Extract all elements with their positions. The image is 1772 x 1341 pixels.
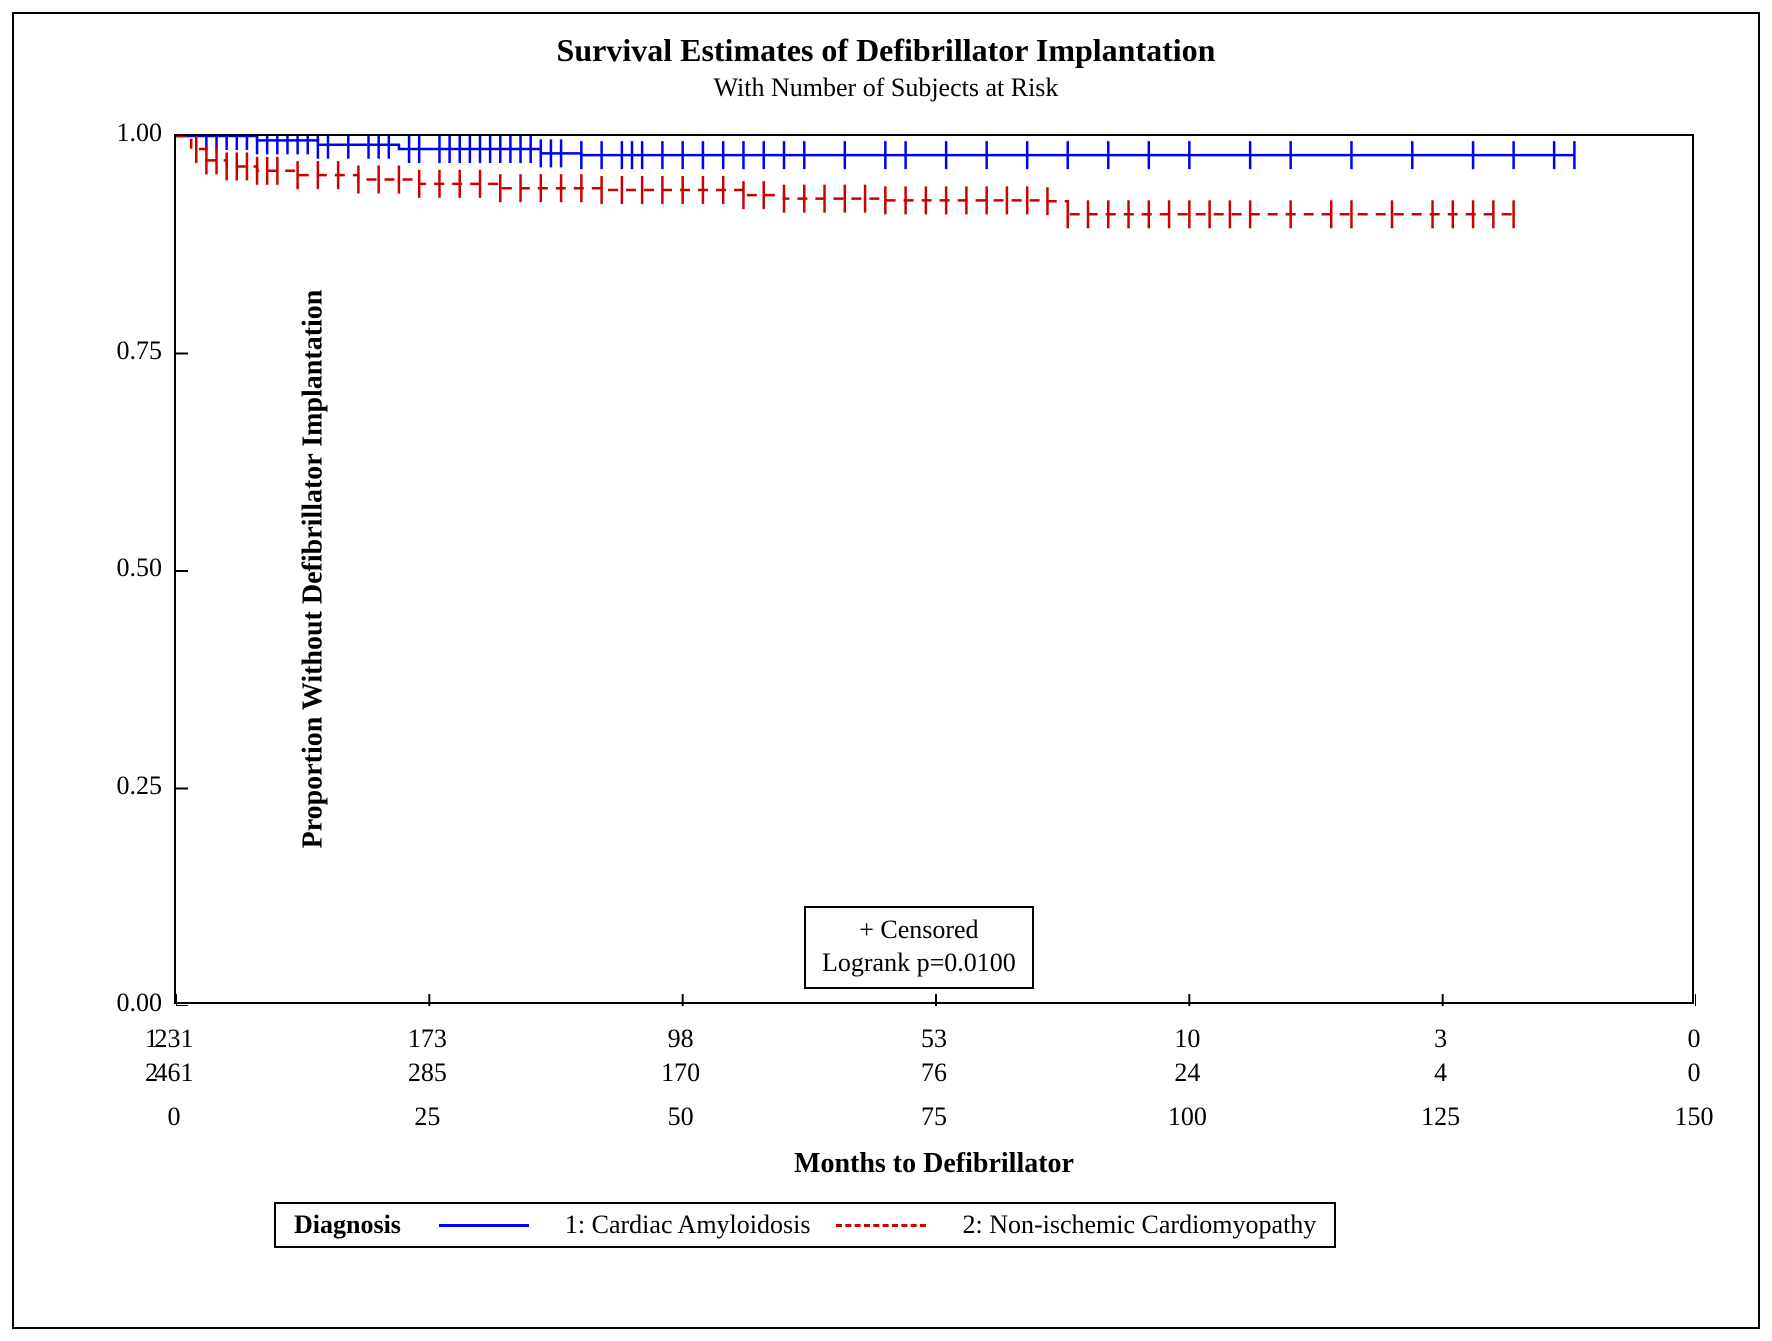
chart-subtitle: With Number of Subjects at Risk xyxy=(14,73,1758,103)
x-tick-label: 100 xyxy=(1168,1102,1207,1132)
x-tick-label: 150 xyxy=(1675,1102,1714,1132)
y-tick-label: 0.75 xyxy=(102,336,162,366)
y-tick-label: 1.00 xyxy=(102,118,162,148)
at-risk-cell: 0 xyxy=(1688,1058,1701,1088)
y-tick-label: 0.25 xyxy=(102,771,162,801)
at-risk-cell: 98 xyxy=(668,1024,694,1054)
legend-title: Diagnosis xyxy=(294,1210,401,1240)
x-axis-label: Months to Defibrillator xyxy=(174,1148,1694,1180)
at-risk-cell: 173 xyxy=(408,1024,447,1054)
x-tick-label: 125 xyxy=(1421,1102,1460,1132)
legend-item-label: 2: Non-ischemic Cardiomyopathy xyxy=(962,1210,1316,1240)
chart-frame: Survival Estimates of Defibrillator Impl… xyxy=(12,12,1760,1329)
x-tick-label: 50 xyxy=(668,1102,694,1132)
chart-title: Survival Estimates of Defibrillator Impl… xyxy=(14,32,1758,69)
at-risk-cell: 53 xyxy=(921,1024,947,1054)
y-tick-label: 0.00 xyxy=(102,988,162,1018)
at-risk-cell: 24 xyxy=(1174,1058,1200,1088)
x-tick-label: 0 xyxy=(168,1102,181,1132)
curves-svg xyxy=(176,136,1696,1006)
plot-area xyxy=(174,134,1694,1004)
x-tick-label: 25 xyxy=(414,1102,440,1132)
at-risk-cell: 10 xyxy=(1174,1024,1200,1054)
legend-swatch xyxy=(439,1224,529,1227)
y-tick-label: 0.50 xyxy=(102,553,162,583)
at-risk-row-label: 1 xyxy=(128,1024,158,1054)
legend-swatch xyxy=(836,1224,926,1227)
stats-box: + Censored Logrank p=0.0100 xyxy=(804,906,1034,989)
at-risk-cell: 170 xyxy=(661,1058,700,1088)
at-risk-cell: 4 xyxy=(1434,1058,1447,1088)
legend: Diagnosis 1: Cardiac Amyloidosis 2: Non-i… xyxy=(274,1202,1336,1248)
at-risk-cell: 3 xyxy=(1434,1024,1447,1054)
at-risk-row-label: 2 xyxy=(128,1058,158,1088)
at-risk-cell: 0 xyxy=(1688,1024,1701,1054)
at-risk-cell: 285 xyxy=(408,1058,447,1088)
stats-censored: + Censored xyxy=(822,914,1016,947)
legend-item-label: 1: Cardiac Amyloidosis xyxy=(565,1210,811,1240)
at-risk-cell: 461 xyxy=(155,1058,194,1088)
stats-logrank: Logrank p=0.0100 xyxy=(822,947,1016,980)
title-block: Survival Estimates of Defibrillator Impl… xyxy=(14,32,1758,103)
at-risk-cell: 231 xyxy=(155,1024,194,1054)
survival-curve-1 xyxy=(176,136,1574,155)
at-risk-cell: 76 xyxy=(921,1058,947,1088)
x-tick-label: 75 xyxy=(921,1102,947,1132)
